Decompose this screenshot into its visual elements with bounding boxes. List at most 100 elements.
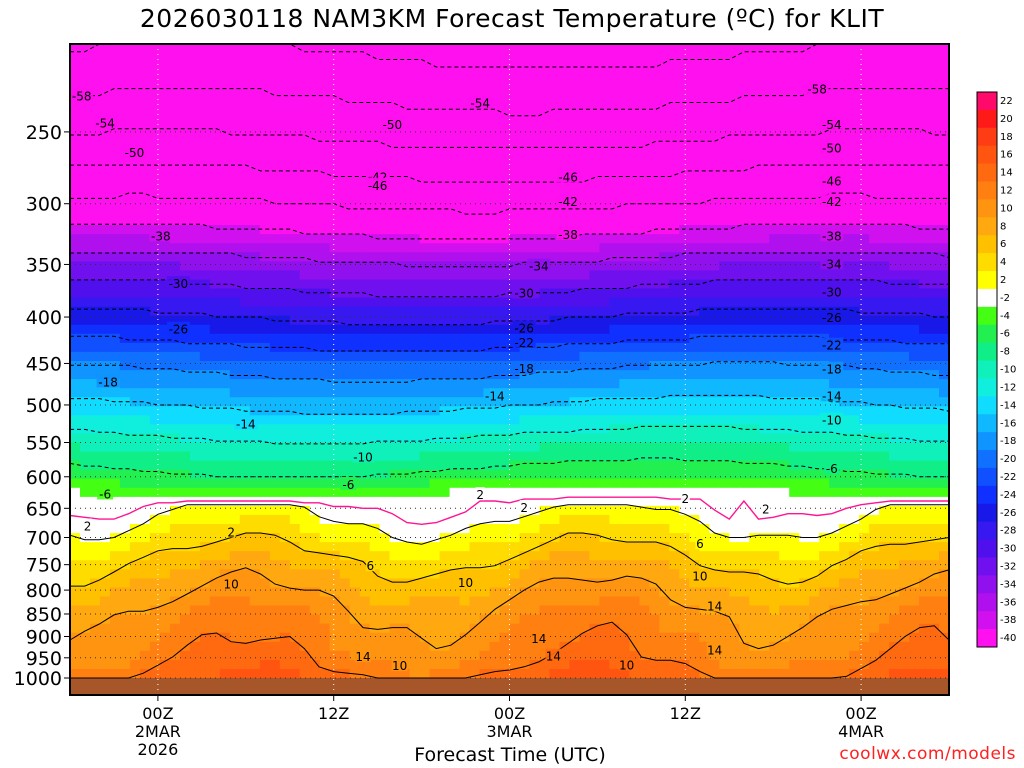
- temperature-cell: [100, 89, 111, 99]
- temperature-cell: [839, 216, 850, 226]
- temperature-cell: [539, 351, 551, 362]
- temperature-cell: [809, 225, 820, 235]
- temperature-cell: [249, 261, 261, 272]
- temperature-cell: [499, 433, 511, 444]
- temperature-cell: [299, 152, 311, 163]
- temperature-cell: [459, 279, 471, 290]
- temperature-cell: [719, 342, 730, 353]
- temperature-cell: [659, 424, 670, 435]
- temperature-cell: [149, 279, 161, 290]
- temperature-cell: [609, 188, 620, 199]
- temperature-cell: [329, 505, 341, 516]
- temperature-cell: [779, 524, 790, 534]
- temperature-cell: [169, 234, 181, 244]
- temperature-cell: [349, 505, 361, 516]
- temperature-cell: [179, 71, 191, 81]
- temperature-cell: [199, 134, 211, 145]
- temperature-cell: [209, 370, 221, 380]
- temperature-cell: [239, 125, 251, 136]
- temperature-cell: [199, 80, 211, 90]
- temperature-cell: [589, 397, 600, 407]
- temperature-cell: [369, 324, 381, 335]
- temperature-cell: [569, 333, 580, 344]
- temperature-cell: [119, 71, 131, 81]
- temperature-cell: [90, 478, 101, 489]
- temperature-cell: [849, 342, 860, 353]
- temperature-cell: [379, 188, 391, 199]
- temperature-cell: [70, 460, 81, 471]
- temperature-cell: [529, 170, 541, 181]
- temperature-cell: [479, 270, 491, 281]
- temperature-cell: [519, 397, 531, 407]
- temperature-cell: [899, 152, 910, 163]
- temperature-cell: [119, 388, 131, 398]
- temperature-cell: [449, 342, 461, 353]
- temperature-cell: [359, 225, 371, 235]
- temperature-cell: [419, 252, 431, 262]
- temperature-cell: [839, 442, 850, 453]
- temperature-cell: [659, 515, 670, 525]
- temperature-cell: [519, 107, 531, 118]
- temperature-cell: [100, 415, 111, 425]
- temperature-cell: [309, 351, 321, 362]
- temperature-cell: [569, 451, 580, 462]
- temperature-cell: [589, 243, 600, 253]
- temperature-cell: [559, 424, 570, 435]
- temperature-cell: [669, 324, 680, 335]
- temperature-cell: [70, 234, 81, 244]
- temperature-cell: [649, 406, 660, 416]
- temperature-cell: [699, 370, 710, 380]
- temperature-cell: [789, 116, 800, 127]
- temperature-cell: [879, 116, 890, 127]
- temperature-cell: [859, 406, 870, 416]
- temperature-cell: [149, 433, 161, 444]
- temperature-cell: [110, 216, 121, 226]
- temperature-cell: [869, 297, 880, 308]
- temperature-cell: [799, 433, 810, 444]
- temperature-cell: [689, 125, 700, 136]
- temperature-cell: [90, 397, 101, 407]
- temperature-cell: [859, 442, 870, 453]
- temperature-cell: [80, 179, 91, 190]
- temperature-cell: [549, 261, 561, 272]
- temperature-cell: [619, 460, 630, 471]
- temperature-cell: [489, 198, 501, 208]
- temperature-cell: [439, 379, 451, 389]
- temperature-cell: [379, 406, 391, 416]
- temperature-cell: [129, 351, 141, 362]
- temperature-cell: [599, 116, 610, 127]
- temperature-cell: [849, 179, 860, 190]
- temperature-cell: [90, 433, 101, 444]
- temperature-cell: [90, 143, 101, 154]
- temperature-cell: [119, 53, 131, 63]
- temperature-cell: [329, 478, 341, 489]
- temperature-cell: [769, 297, 780, 308]
- temperature-cell: [409, 487, 421, 498]
- temperature-cell: [169, 188, 181, 199]
- temperature-cell: [319, 469, 331, 480]
- temperature-cell: [749, 406, 760, 416]
- temperature-cell: [659, 270, 670, 281]
- temperature-cell: [459, 460, 471, 471]
- temperature-cell: [139, 116, 151, 127]
- temperature-cell: [359, 478, 371, 489]
- temperature-cell: [409, 351, 421, 362]
- temperature-cell: [669, 116, 680, 127]
- temperature-cell: [689, 143, 700, 154]
- temperature-cell: [329, 415, 341, 425]
- temperature-cell: [569, 98, 580, 108]
- temperature-cell: [289, 478, 301, 489]
- temperature-cell: [119, 424, 131, 435]
- temperature-cell: [389, 324, 401, 335]
- temperature-cell: [299, 243, 311, 253]
- temperature-cell: [679, 134, 690, 145]
- temperature-cell: [449, 351, 461, 362]
- temperature-cell: [619, 442, 630, 453]
- temperature-cell: [679, 198, 690, 208]
- temperature-cell: [189, 478, 201, 489]
- temperature-cell: [429, 243, 441, 253]
- temperature-cell: [559, 279, 570, 290]
- temperature-cell: [749, 433, 760, 444]
- temperature-cell: [809, 451, 820, 462]
- temperature-cell: [229, 288, 241, 299]
